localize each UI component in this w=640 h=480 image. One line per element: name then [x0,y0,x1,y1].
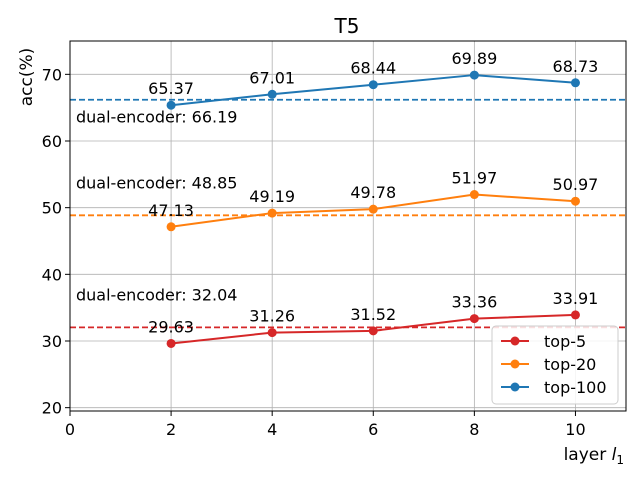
value-label-top-5: 33.91 [553,289,599,308]
value-label-top-100: 67.01 [249,68,295,87]
x-tick-label: 6 [368,420,378,439]
data-point-top-100 [166,100,176,110]
data-point-top-20 [469,190,479,200]
legend-marker-top-100 [510,382,520,392]
chart-title: T5 [334,14,360,38]
x-tick-label: 8 [469,420,479,439]
legend: top-5 top-20 top-100 [491,325,619,405]
x-axis-label-subscript: 1 [616,453,624,467]
value-label-top-100: 65.37 [148,79,194,98]
baseline-label-top-20: dual-encoder: 48.85 [76,173,237,192]
value-label-top-5: 31.26 [249,307,295,326]
y-tick-label: 20 [42,399,62,418]
x-tick-label: 10 [565,420,585,439]
data-point-top-100 [267,89,277,99]
value-label-top-100: 69.89 [451,49,497,68]
y-tick-label: 40 [42,265,62,284]
data-point-top-5 [267,328,277,338]
x-tick-label: 4 [267,420,277,439]
y-tick-label: 30 [42,332,62,351]
data-point-top-20 [166,222,176,232]
value-label-top-100: 68.44 [350,59,396,78]
data-point-top-100 [469,70,479,80]
x-axis-label-symbol: l [612,445,617,465]
value-label-top-20: 49.78 [350,183,396,202]
value-label-top-20: 51.97 [451,169,497,188]
data-point-top-20 [267,208,277,218]
legend-label-top-5: top-5 [544,332,586,351]
value-label-top-5: 29.63 [148,317,194,336]
baseline-label-top-5: dual-encoder: 32.04 [76,285,237,304]
value-label-top-20: 49.19 [249,187,295,206]
x-axis-label-word: layer [564,445,607,465]
value-label-top-20: 47.13 [148,201,194,220]
data-point-top-5 [166,338,176,348]
x-tick-label: 2 [166,420,176,439]
data-point-top-100 [368,80,378,90]
data-labels: dual-encoder: 32.04 dual-encoder: 48.85 du… [76,49,598,336]
data-point-top-5 [570,310,580,320]
data-point-top-20 [570,196,580,206]
value-label-top-20: 50.97 [553,175,599,194]
y-tick-label: 60 [42,132,62,151]
baseline-label-top-100: dual-encoder: 66.19 [76,108,237,127]
value-label-top-100: 68.73 [553,57,599,76]
data-point-top-100 [570,78,580,88]
legend-box [491,325,619,405]
legend-marker-top-5 [510,336,520,346]
legend-label-top-100: top-100 [544,378,607,397]
legend-label-top-20: top-20 [544,355,596,374]
y-tick-label: 70 [42,65,62,84]
data-point-top-20 [368,204,378,214]
x-axis-label: layer l1 [564,445,624,467]
series-group [166,70,580,348]
axes: 0 2 4 6 8 10 20 30 40 50 60 70 [42,40,627,439]
plot-frame [69,40,627,412]
value-label-top-5: 33.36 [451,293,497,312]
y-axis-label: acc(%) [17,48,37,107]
data-point-top-5 [368,326,378,336]
legend-marker-top-20 [510,359,520,369]
y-tick-label: 50 [42,199,62,218]
value-label-top-5: 31.52 [350,305,396,324]
x-tick-label: 0 [65,420,75,439]
data-point-top-5 [469,314,479,324]
